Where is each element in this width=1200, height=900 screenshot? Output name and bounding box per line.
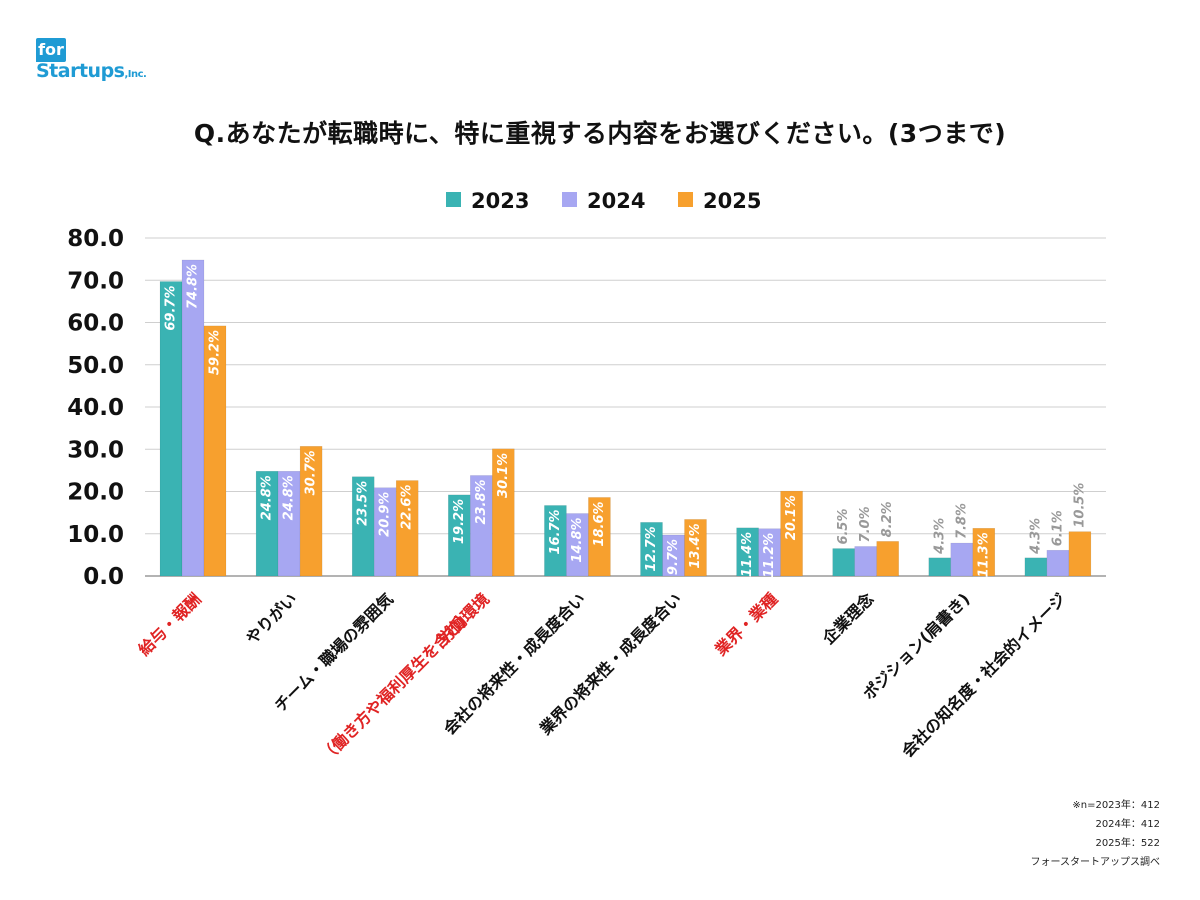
x-category-label: ポジション(肩書き) <box>859 589 973 703</box>
bar-value-label: 11.2% <box>762 533 777 578</box>
bar-value-label: 18.6% <box>592 501 607 546</box>
bar-value-label: 20.1% <box>784 495 799 540</box>
bar-value-label: 20.9% <box>378 492 393 537</box>
bar-value-label: 24.8% <box>282 475 297 520</box>
y-tick-label: 30.0 <box>67 437 124 463</box>
bar-value-label: 14.8% <box>570 517 585 562</box>
bar-value-label: 8.2% <box>880 501 895 537</box>
bar-value-label: 7.0% <box>858 506 873 542</box>
bar <box>972 528 996 577</box>
logo-wordmark: Startups,Inc. <box>36 60 147 82</box>
legend-label: 2024 <box>587 189 645 213</box>
x-category-label: 業界・業種 <box>711 589 782 660</box>
bar <box>928 557 952 577</box>
bar <box>950 542 974 577</box>
bar-value-label: 7.8% <box>954 503 969 539</box>
footnotes: ※n=2023年：412 2024年：412 2025年：522 フォースタート… <box>1031 796 1161 872</box>
y-tick-label: 80.0 <box>67 226 124 252</box>
logo-for-box: for <box>36 38 66 62</box>
bar-value-label: 30.7% <box>304 450 319 495</box>
bar <box>876 541 899 577</box>
x-category-label: 給与・報酬 <box>135 589 205 659</box>
y-tick-label: 0.0 <box>83 564 124 590</box>
bar-value-label: 30.1% <box>496 453 511 498</box>
bar-value-label: 10.5% <box>1072 483 1087 528</box>
bar-value-label: 6.5% <box>836 508 851 544</box>
bar-value-label: 59.2% <box>208 330 223 375</box>
y-tick-label: 10.0 <box>67 522 124 548</box>
bar <box>588 497 611 577</box>
note-line: 2024年：412 <box>1095 819 1160 830</box>
bar <box>1024 557 1048 577</box>
bar-value-label: 69.7% <box>164 286 179 331</box>
bar-value-label: 4.3% <box>1028 518 1043 555</box>
bar <box>203 325 227 577</box>
bar <box>395 480 419 577</box>
bar-value-label: 11.4% <box>740 532 755 577</box>
bar-value-label: 23.5% <box>356 481 371 526</box>
logo-main-text: Startups <box>36 60 125 82</box>
bar <box>684 519 707 577</box>
legend-label: 2023 <box>471 189 529 213</box>
bar <box>780 490 803 577</box>
bar-value-label: 12.7% <box>644 526 659 571</box>
bar <box>854 546 877 577</box>
bar-value-label: 22.6% <box>400 485 415 530</box>
bar-value-label: 19.2% <box>452 499 467 544</box>
legend-swatch <box>446 192 461 207</box>
note-line: ※n=2023年：412 <box>1072 800 1160 811</box>
y-tick-label: 60.0 <box>67 311 124 337</box>
y-tick-label: 40.0 <box>67 395 124 421</box>
bar <box>1068 531 1092 577</box>
legend-label: 2025 <box>703 189 761 213</box>
bar-value-label: 16.7% <box>548 509 563 554</box>
note-line: 2025年：522 <box>1095 838 1160 849</box>
bar-value-label: 6.1% <box>1050 510 1065 546</box>
y-tick-label: 20.0 <box>67 480 124 506</box>
note-line: フォースタートアップス調べ <box>1030 857 1161 868</box>
legend-swatch <box>562 192 577 207</box>
bar-value-label: 4.3% <box>932 518 947 555</box>
bar-value-label: 24.8% <box>260 475 275 520</box>
logo-suffix: ,Inc. <box>124 69 147 80</box>
bar-value-label: 11.3% <box>976 532 991 577</box>
x-category-label: （働き方や福利厚生を含む） <box>316 605 477 766</box>
bar <box>492 448 515 577</box>
chart-title: Q.あなたが転職時に、特に重視する内容をお選びください。(3つまで) <box>193 119 1007 148</box>
y-tick-label: 50.0 <box>67 353 124 379</box>
bar-value-label: 9.7% <box>666 539 681 575</box>
bar-value-label: 74.8% <box>186 264 201 309</box>
bar-value-label: 23.8% <box>474 479 489 524</box>
legend-swatch <box>678 192 693 207</box>
x-category-label: 企業理念 <box>818 589 878 649</box>
y-tick-label: 70.0 <box>67 268 124 294</box>
bar <box>832 548 855 577</box>
bar <box>299 446 323 577</box>
x-category-label: 会社の知名度・社会的イメージ <box>898 589 1070 761</box>
bar-value-label: 13.4% <box>688 523 703 568</box>
bar <box>1046 549 1070 577</box>
x-category-label: やりがい <box>242 589 301 648</box>
